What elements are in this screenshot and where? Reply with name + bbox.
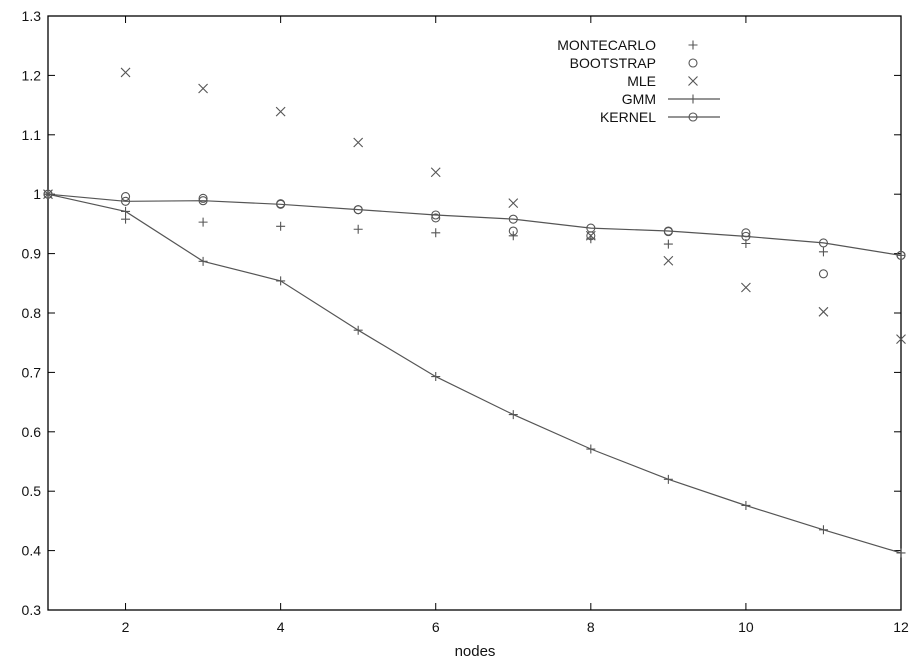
mle-point (353, 137, 364, 148)
montecarlo-point (431, 228, 441, 238)
legend-label: MONTECARLO (557, 37, 656, 53)
legend: MONTECARLO BOOTSTRAP MLE GMM KERNEL (557, 37, 720, 125)
x-tick-label: 12 (893, 619, 909, 635)
kernel-point (663, 226, 673, 236)
bootstrap-point (818, 269, 829, 279)
montecarlo-point (198, 217, 208, 227)
kernel-point (896, 250, 906, 260)
mle-point (275, 106, 286, 117)
mle-point (120, 67, 131, 78)
gmm-point (741, 500, 751, 510)
montecarlo-point (818, 247, 828, 257)
y-tick-label: 1.3 (22, 8, 42, 24)
gmm-point (663, 474, 673, 484)
kernel-point (586, 223, 596, 233)
gmm-point (121, 206, 131, 216)
kernel-point (276, 199, 286, 209)
series-mle (43, 67, 906, 345)
mle-point (818, 306, 829, 317)
legend-label: MLE (627, 73, 656, 89)
x-tick-label: 4 (277, 619, 285, 635)
kernel-point (818, 238, 829, 248)
gmm-line (47, 193, 902, 554)
mle-point (896, 334, 906, 345)
mle-point (430, 167, 441, 178)
legend-item-mle: MLE (627, 73, 698, 89)
kernel-point (198, 196, 208, 206)
legend-item-gmm: GMM (622, 91, 720, 107)
gmm-point (818, 525, 828, 535)
legend-label: BOOTSTRAP (570, 55, 656, 71)
y-tick-label: 1.1 (22, 127, 42, 143)
plot-border (47, 15, 902, 611)
kernel-point (120, 196, 131, 206)
y-tick-label: 0.6 (22, 424, 42, 440)
legend-item-bootstrap: BOOTSTRAP (570, 55, 698, 71)
series-kernel (43, 189, 906, 260)
legend-symbol (688, 40, 698, 50)
legend-item-montecarlo: MONTECARLO (557, 37, 698, 53)
mle-point (585, 230, 596, 241)
legend-symbol (688, 112, 698, 122)
gmm-point (198, 256, 208, 266)
gmm-point (353, 325, 363, 335)
kernel-line (47, 193, 902, 256)
x-tick-label: 8 (587, 619, 595, 635)
series-gmm (43, 189, 906, 558)
gmm-point (896, 548, 906, 558)
montecarlo-point (353, 224, 363, 234)
y-tick-label: 1 (33, 186, 41, 202)
y-tick-label: 1.2 (22, 67, 42, 83)
mle-point (741, 282, 751, 293)
series-montecarlo (43, 189, 906, 260)
legend-symbol (688, 58, 698, 68)
x-tick-label: 10 (738, 619, 754, 635)
gmm-point (508, 410, 518, 420)
bootstrap-point (198, 193, 208, 203)
mle-point (198, 83, 208, 94)
kernel-point (508, 214, 518, 224)
kernel-point (431, 210, 441, 220)
gmm-point (431, 372, 441, 382)
y-tick-label: 0.5 (22, 483, 42, 499)
legend-symbol (688, 76, 698, 86)
kernel-point (353, 205, 363, 215)
gmm-point (276, 276, 286, 286)
y-tick-label: 0.3 (22, 602, 42, 618)
series-bootstrap (43, 189, 906, 279)
montecarlo-point (276, 221, 286, 231)
gmm-point (586, 444, 596, 454)
legend-symbol (688, 94, 698, 104)
bootstrap-point (120, 192, 131, 202)
y-tick-label: 0.7 (22, 364, 42, 380)
plot-frame (47, 15, 902, 611)
bootstrap-point (431, 213, 441, 223)
mle-point (508, 198, 519, 208)
legend-label: KERNEL (600, 109, 656, 125)
montecarlo-point (121, 214, 131, 224)
y-tick-label: 0.4 (22, 543, 42, 559)
kernel-point (741, 231, 751, 241)
kernel-point (43, 189, 53, 199)
y-tick-label: 0.8 (22, 305, 42, 321)
legend-item-kernel: KERNEL (600, 109, 720, 125)
montecarlo-point (508, 231, 518, 241)
montecarlo-point (663, 239, 673, 249)
x-tick-label: 2 (122, 619, 130, 635)
series-layer (43, 67, 906, 558)
bootstrap-point (508, 226, 518, 236)
legend-label: GMM (622, 91, 656, 107)
mle-point (663, 255, 674, 266)
y-tick-label: 0.9 (22, 246, 42, 262)
x-tick-label: 6 (432, 619, 440, 635)
x-axis-title: nodes (455, 643, 496, 660)
axes: 0.3 0.4 0.5 0.6 0.7 0.8 0.9 1 1.1 1.2 1.3 2 4 6 8 10 12 (22, 8, 909, 635)
